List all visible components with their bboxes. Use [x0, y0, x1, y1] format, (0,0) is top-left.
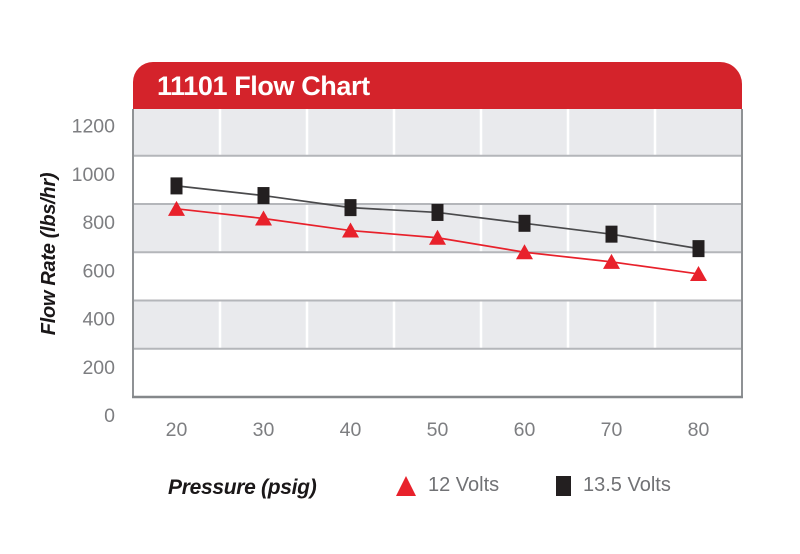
triangle-marker-icon [396, 475, 416, 496]
data-marker-square [692, 240, 705, 258]
data-marker-square [431, 203, 444, 221]
data-marker-triangle [168, 200, 185, 216]
legend-item-13-5-volts: 13.5 Volts [556, 474, 671, 497]
x-tick-label: 20 [166, 419, 188, 441]
legend-item-12-volts: 12 Volts [396, 474, 499, 497]
data-marker-square [605, 225, 618, 243]
y-tick-label: 0 [104, 405, 115, 427]
x-tick-label: 70 [601, 419, 623, 441]
band-fill [133, 109, 742, 156]
y-tick-label: 200 [82, 357, 115, 379]
data-marker-triangle [516, 244, 533, 260]
x-tick-label: 80 [688, 419, 710, 441]
legend-label-13-5-volts: 13.5 Volts [583, 474, 671, 496]
x-axis-title: Pressure (psig) [168, 476, 317, 499]
y-axis-title: Flow Rate (lbs/hr) [38, 172, 60, 336]
y-tick-label: 1000 [72, 164, 116, 186]
data-marker-triangle [603, 253, 620, 269]
legend-label-12-volts: 12 Volts [428, 474, 500, 496]
data-marker-square [170, 177, 183, 195]
data-marker-square [257, 187, 270, 205]
x-tick-label: 60 [514, 419, 536, 441]
y-tick-label: 1200 [72, 116, 116, 138]
x-tick-label: 40 [340, 419, 362, 441]
data-marker-square [518, 214, 531, 232]
x-tick-label: 50 [427, 419, 449, 441]
data-marker-triangle [255, 210, 272, 226]
y-tick-label: 400 [82, 309, 115, 331]
data-marker-square [344, 199, 357, 217]
data-marker-triangle [429, 229, 446, 245]
chart-title: 11101 Flow Chart [157, 71, 370, 101]
y-tick-label: 800 [82, 212, 115, 234]
chart-title-banner: 11101 Flow Chart [133, 62, 742, 109]
square-marker-icon [556, 475, 571, 496]
data-marker-triangle [690, 265, 707, 281]
x-tick-label: 30 [253, 419, 275, 441]
band-fill [133, 300, 742, 349]
data-marker-triangle [342, 222, 359, 238]
y-tick-label: 600 [82, 260, 115, 282]
